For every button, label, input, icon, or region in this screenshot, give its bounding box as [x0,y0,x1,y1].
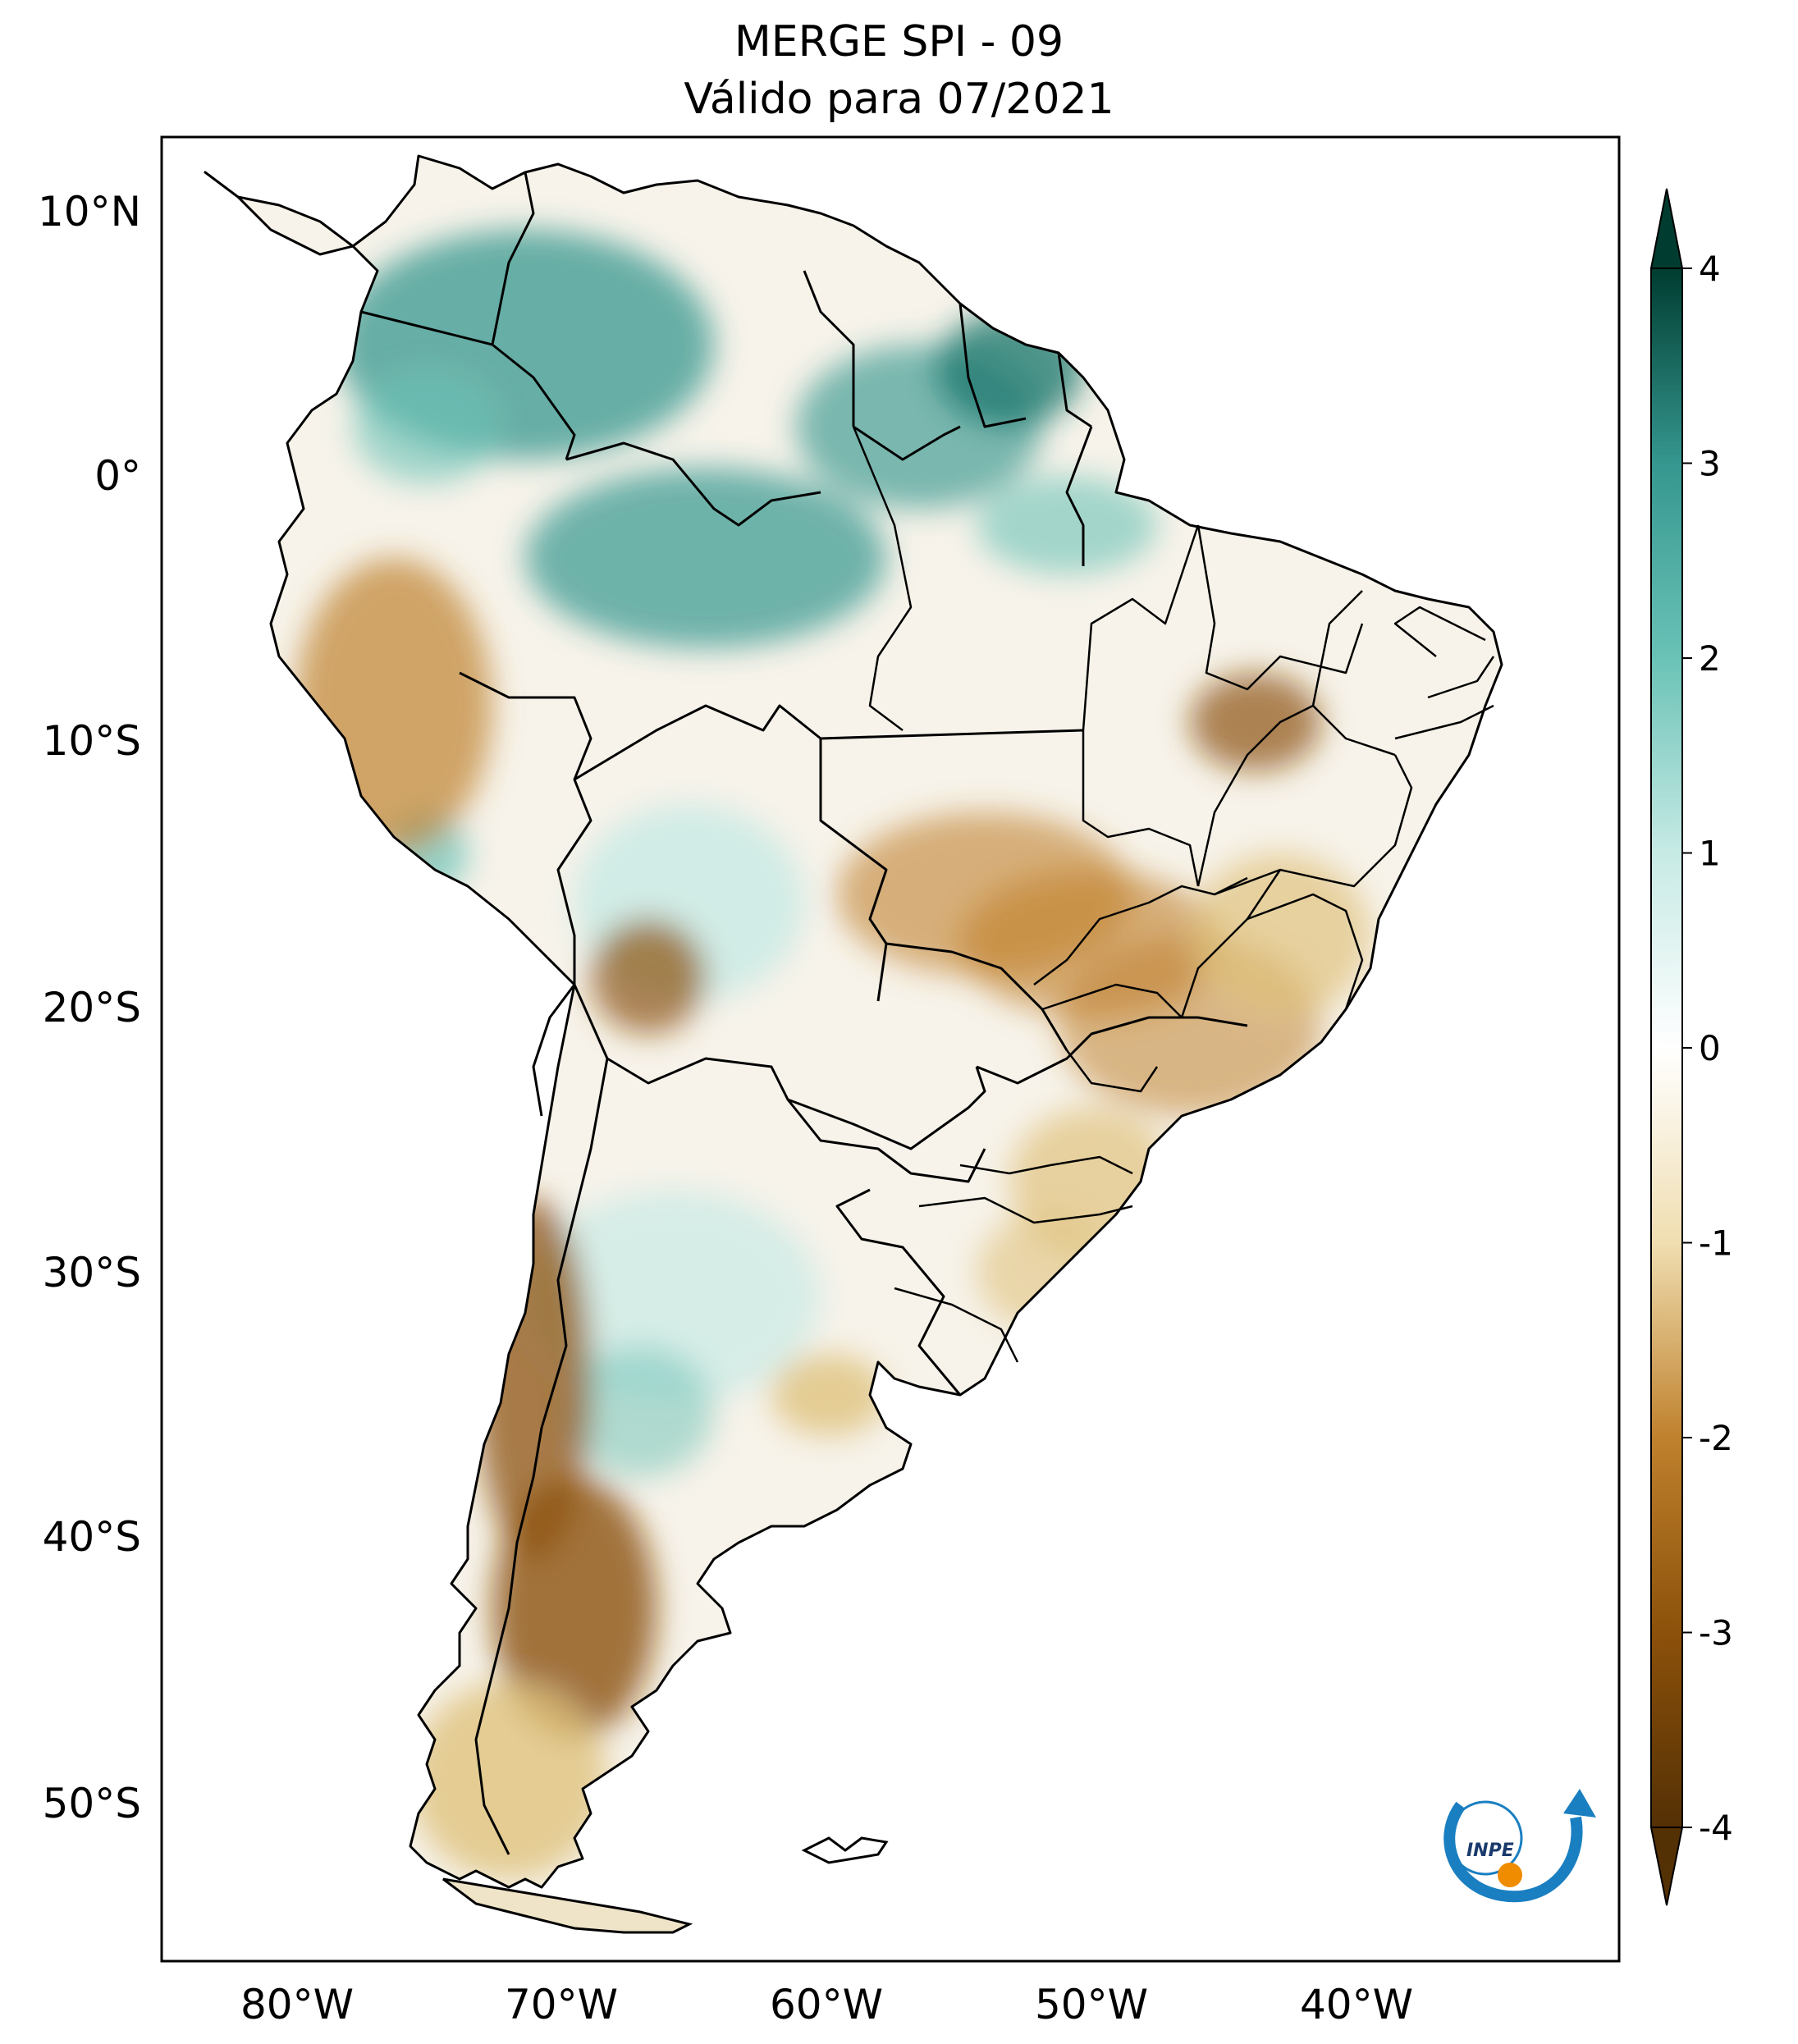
colorbar-tick-label: 4 [1699,249,1721,289]
colorbar-tick-label: -4 [1699,1808,1733,1848]
coastline [204,154,1503,1889]
lat-label: 10°N [38,188,141,235]
colorbar-tick-label: 1 [1699,834,1721,874]
colorbar-tick-label: -3 [1699,1613,1733,1653]
map-title: MERGE SPI - 09 [734,17,1064,66]
colorbar: 4 3 2 1 0 -1 -2 -3 -4 [1649,188,1733,1906]
logo-text: INPE [1466,1841,1514,1861]
map-subtitle: Válido para 07/2021 [684,75,1114,124]
lon-label: 70°W [505,1981,618,2028]
logo-sun-icon [1498,1863,1522,1887]
state-borders [852,426,1495,1363]
lon-label: 40°W [1300,1981,1413,2028]
colorbar-tick-label: -1 [1699,1223,1733,1264]
lat-label: 30°S [43,1249,141,1296]
lat-label: 40°S [43,1513,141,1561]
falkland-islands [801,1836,889,1864]
colorbar-max-extend [1649,188,1684,269]
lat-label: 0° [94,452,141,500]
inpe-logo: INPE [1443,1789,1596,1903]
lon-label: 60°W [770,1981,883,2028]
latitude-labels: 10°N 0° 10°S 20°S 30°S 40°S 50°S [38,188,141,1827]
colorbar-ticks: 4 3 2 1 0 -1 -2 -3 -4 [1682,249,1733,1848]
colorbar-min-extend [1649,1827,1684,1906]
logo-arrow-icon [1563,1789,1596,1818]
lon-label: 80°W [240,1981,354,2028]
logo-orbit-icon [1448,1800,1523,1876]
longitude-labels: 80°W 70°W 60°W 50°W 40°W [240,1981,1413,2028]
colorbar-tick-label: 3 [1699,444,1721,484]
colorbar-tick-label: -2 [1699,1418,1733,1458]
lat-label: 20°S [43,984,141,1031]
colorbar-tick-label: 0 [1699,1028,1721,1068]
lat-label: 10°S [43,717,141,765]
country-borders [360,171,1248,1855]
lat-label: 50°S [43,1780,141,1827]
colorbar-tick-label: 2 [1699,638,1721,679]
tierra-del-fuego [442,1877,693,1934]
lon-label: 50°W [1035,1981,1148,2028]
colorbar-body [1650,268,1683,1828]
